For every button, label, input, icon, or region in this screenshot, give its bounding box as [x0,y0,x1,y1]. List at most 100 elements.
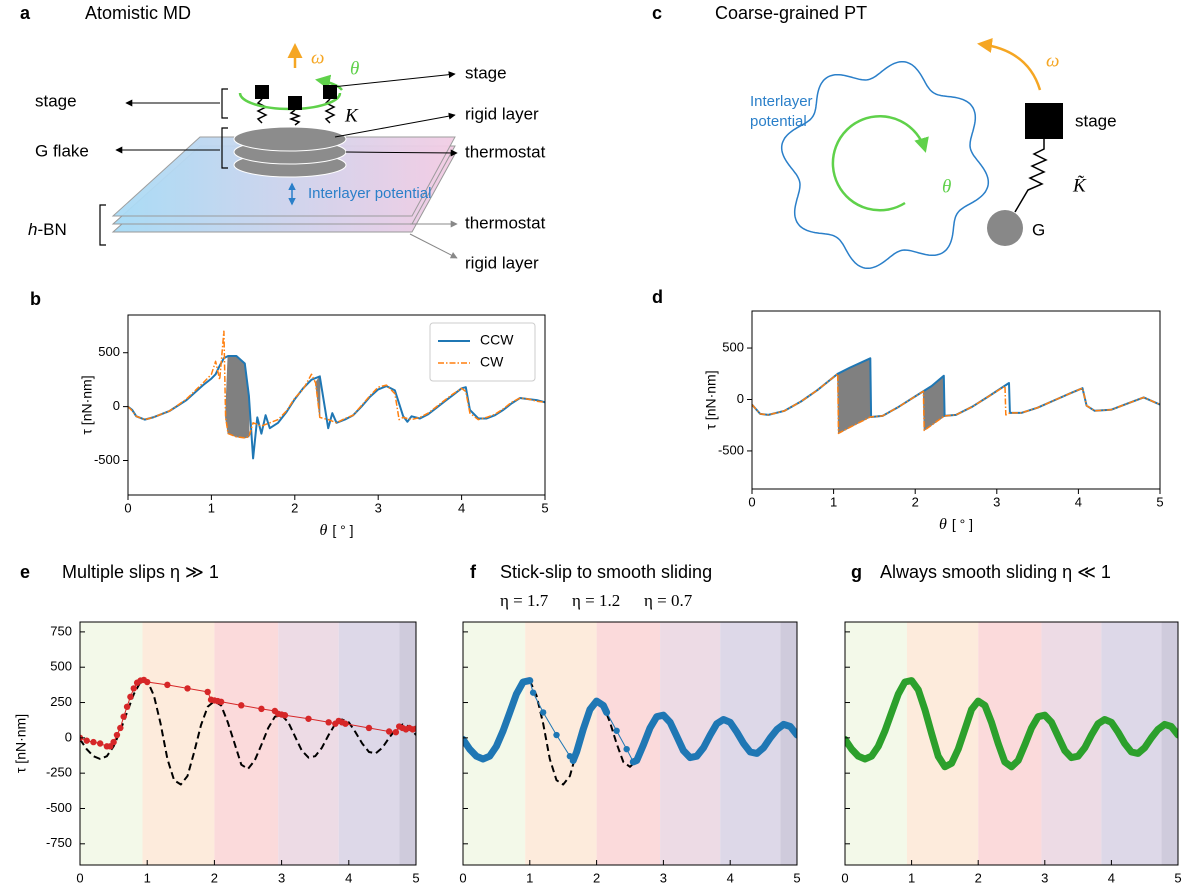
series-marker [238,702,245,709]
plot-frame [751,310,1161,490]
series-marker [603,709,610,716]
chart: 0 1 2 3 4 5 -500 0 500 θ [ ° ] τ [nN·nm] b CCW CW [30,289,549,539]
left-label: stage [35,91,77,110]
x-tick-label: 4 [345,870,352,885]
series-marker [412,725,416,732]
series-marker [110,738,117,746]
phase-band [214,622,279,865]
series-marker [385,728,393,735]
series-marker [204,688,211,696]
panel-a: a Atomistic MD ω θ K Interlayer potentia… [20,3,546,273]
x-tick-label: 1 [908,870,915,885]
k-symbol: K [344,105,359,126]
phase-band [338,622,400,865]
stage-block [1025,103,1063,139]
chart: 0 1 2 3 4 5 -500 0 500 θ [ ° ] τ [nN·nm] d [652,287,1164,533]
series-marker [623,745,630,753]
x-tick-label: 1 [830,494,837,509]
label-part: [ ° ] [952,516,973,532]
phase-band [525,622,597,865]
right-label: thermostat [465,213,546,232]
series-marker [529,689,537,696]
y-axis-label: τ [nN·nm] [703,370,719,429]
series-marker [184,685,191,692]
x-tick-label: 0 [76,870,83,885]
phase-band [142,622,215,865]
y-axis-label: τ [nN·nm] [13,714,29,773]
x-tick-label: 5 [1174,870,1181,885]
plot-frame [462,621,798,866]
label-part: [ ° ] [332,522,353,538]
right-label: rigid layer [465,104,539,123]
panel-title: Stick-slip to smooth sliding [500,562,712,582]
plot-frame [844,621,1179,866]
phase-band [399,622,416,865]
arrow [345,149,458,157]
x-tick-label: 3 [660,870,667,885]
phase-band [596,622,661,865]
series-marker [217,698,225,706]
label-part: θ [319,522,327,539]
interlayer-label: Interlayer potential [308,185,431,202]
flake [987,210,1023,246]
x-tick-label: 5 [1156,494,1163,509]
series-marker [392,728,400,736]
arrow [334,112,456,138]
left-label: G flake [35,141,89,160]
x-tick-label: 4 [1108,870,1115,885]
series-line [463,677,797,766]
panel-letter: b [30,289,41,309]
series-marker [123,703,131,710]
arrow [331,71,456,88]
series-marker [144,678,151,686]
y-tick-label: 0 [737,391,744,406]
series-marker [365,724,373,732]
series-marker [613,727,620,734]
series-marker [570,757,577,764]
x-axis-label: θ [ ° ] [319,522,353,539]
label-part: θ [939,516,947,533]
series-line [128,330,545,439]
x-tick-label: 4 [1075,494,1082,509]
series-marker [325,719,332,726]
y-tick-label: 0 [65,729,72,744]
spring [1014,139,1048,213]
k-symbol: K̃ [1072,175,1087,196]
series-marker [553,731,560,739]
x-tick-label: 2 [593,870,600,885]
omega-symbol: ω [311,47,324,68]
series-marker [258,705,265,713]
phase-band [720,622,781,865]
flake-layer [233,126,347,152]
x-axis-label: θ [ ° ] [939,516,973,533]
legend-label: CCW [480,332,514,348]
x-tick-label: 2 [291,500,298,515]
phase-band [1101,622,1162,865]
theta-symbol: θ [942,176,951,197]
series-line [752,373,1160,435]
panel-letter: c [652,3,662,23]
x-tick-label: 1 [526,870,533,885]
x-tick-label: 3 [993,494,1000,509]
y-tick-label: -250 [46,765,72,780]
x-tick-label: 2 [211,870,218,885]
interlayer-label: Interlayer [750,93,813,110]
annotation: η = 1.2 [572,591,620,610]
panel-title: Coarse-grained PT [715,3,867,23]
rotation-arrow [831,115,929,212]
y-tick-label: 500 [50,659,72,674]
plot-area [80,622,416,865]
series-marker [164,681,171,689]
phase-band [1161,622,1178,865]
series-line [845,677,1178,771]
stage-block [255,85,269,99]
x-tick-label: 3 [278,870,285,885]
y-tick-label: -750 [46,835,72,850]
x-tick-label: 3 [1041,870,1048,885]
x-tick-label: 2 [975,870,982,885]
x-tick-label: 1 [144,870,151,885]
x-tick-label: 0 [459,870,466,885]
x-tick-label: 0 [841,870,848,885]
